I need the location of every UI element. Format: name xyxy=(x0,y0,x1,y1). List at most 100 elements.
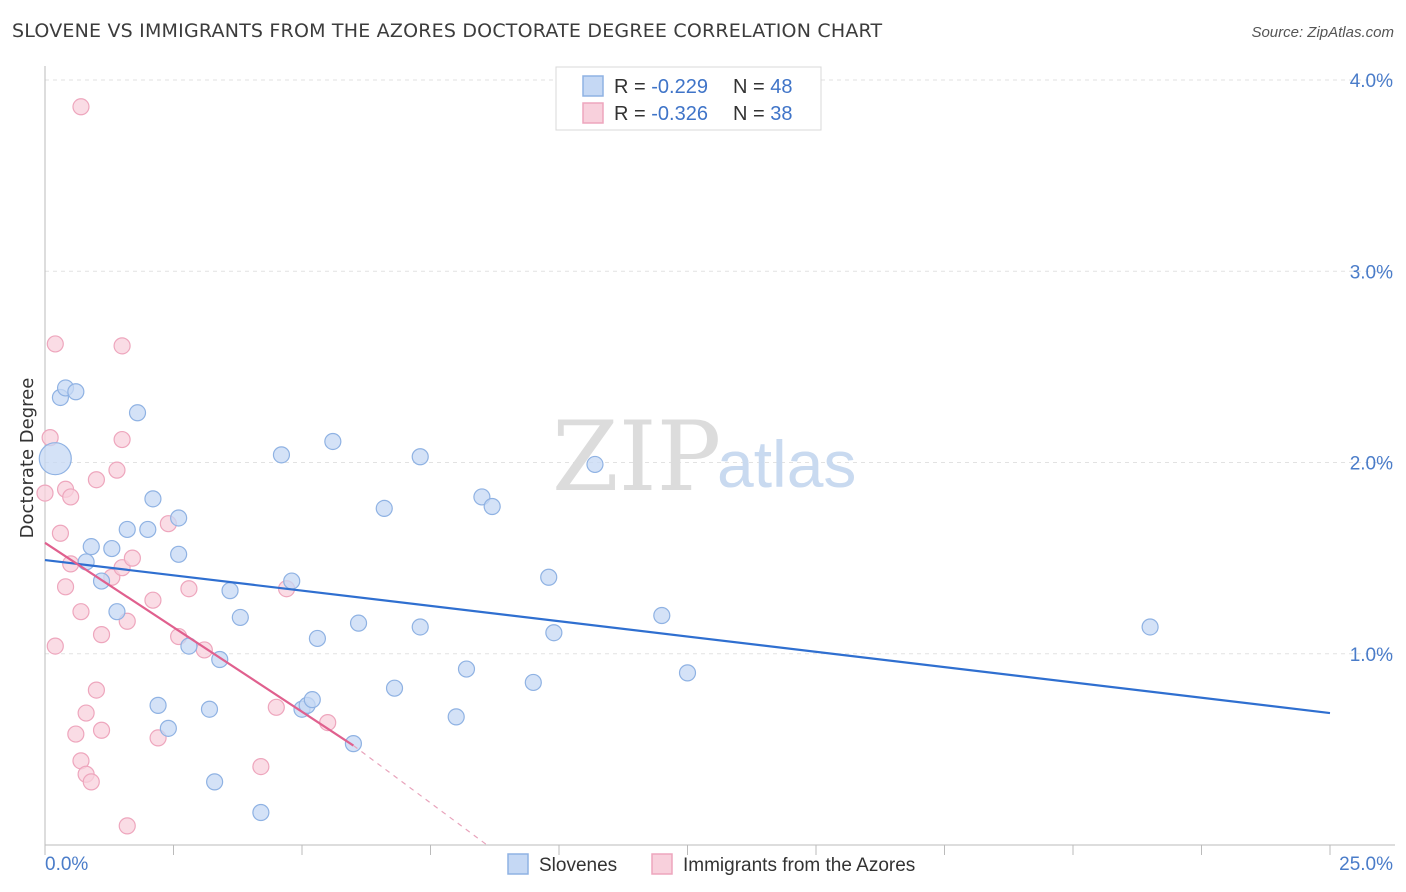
legend-r-label-2: R = xyxy=(614,103,651,125)
legend-label-azores: Immigrants from the Azores xyxy=(683,855,915,876)
slovenes-point xyxy=(252,803,270,822)
slovenes-point xyxy=(206,773,224,791)
legend-n-value-1: 48 xyxy=(770,76,792,98)
azores-point xyxy=(56,578,75,596)
legend-n-value-2: 38 xyxy=(770,103,792,125)
azores-points xyxy=(36,98,337,835)
slovenes-point xyxy=(540,568,558,586)
y-tick-label: 4.0% xyxy=(1350,71,1393,92)
slovenes-point xyxy=(272,446,291,464)
slovenes-point xyxy=(411,448,429,466)
azores-point xyxy=(144,591,162,609)
watermark: ZIP atlas xyxy=(552,401,856,513)
slovenes-point xyxy=(375,499,393,517)
legend-r-value-1: -0.229 xyxy=(651,76,708,98)
slovenes-point xyxy=(303,691,321,709)
slovenes-point xyxy=(447,708,465,726)
watermark-atlas: atlas xyxy=(717,427,856,501)
slovenes-point xyxy=(38,442,72,476)
slovenes-point xyxy=(159,719,177,737)
x-tick-label-max: 25.0% xyxy=(1339,854,1393,875)
azores-point xyxy=(77,704,95,722)
slovenes-point xyxy=(139,520,157,539)
slovenes-point xyxy=(545,624,563,642)
slovenes-point xyxy=(483,497,501,516)
azores-point xyxy=(92,721,111,739)
azores-point xyxy=(252,757,270,776)
azores-point xyxy=(36,484,54,502)
legend-r-value-2: -0.326 xyxy=(651,103,708,125)
azores-point xyxy=(113,337,131,355)
bottom-swatch-slovenes xyxy=(507,853,529,875)
slovenes-point xyxy=(118,520,136,539)
azores-point xyxy=(87,681,106,699)
azores-point xyxy=(118,817,136,835)
y-tick-label: 2.0% xyxy=(1350,454,1393,475)
correlation-legend: R = -0.229 N = 48 R = -0.326 N = 38 xyxy=(555,66,822,131)
slovenes-point xyxy=(349,614,368,632)
azores-point xyxy=(82,773,100,791)
slovenes-point xyxy=(524,673,542,692)
azores-point xyxy=(123,549,141,567)
x-tick-label-min: 0.0% xyxy=(45,854,88,875)
slovenes-point xyxy=(170,509,188,527)
slovenes-points xyxy=(38,379,1159,822)
y-tick-label: 1.0% xyxy=(1350,645,1393,666)
grid-layer: 1.0% 2.0% 3.0% 4.0% xyxy=(45,71,1395,666)
azores-trendline-extension xyxy=(353,745,488,846)
slovenes-point xyxy=(457,660,476,678)
slovenes-point xyxy=(67,383,85,401)
slovenes-point xyxy=(144,490,162,508)
slovenes-point xyxy=(128,404,147,422)
y-axis-label: Doctorate Degree xyxy=(17,378,38,539)
azores-point xyxy=(46,637,64,655)
azores-point xyxy=(108,461,126,479)
slovenes-point xyxy=(200,700,219,718)
legend-swatch-azores xyxy=(582,102,604,124)
series-legend: Slovenes Immigrants from the Azores xyxy=(507,853,915,876)
azores-point xyxy=(67,725,85,743)
svg-text:R = -0.229: R = -0.229 xyxy=(614,76,708,98)
slovenes-point xyxy=(221,582,239,600)
azores-point xyxy=(113,430,131,449)
legend-label-slovenes: Slovenes xyxy=(539,855,617,876)
azores-point xyxy=(87,471,106,489)
slovenes-point xyxy=(231,608,249,627)
slovenes-point xyxy=(324,432,342,451)
azores-trendline xyxy=(44,541,355,747)
legend-n-label-2: N = xyxy=(733,103,770,125)
slovenes-point xyxy=(678,664,697,682)
slovenes-point xyxy=(283,572,301,590)
svg-text:N = 48: N = 48 xyxy=(733,76,793,98)
azores-point xyxy=(51,524,70,542)
chart-title: SLOVENE VS IMMIGRANTS FROM THE AZORES DO… xyxy=(12,20,883,42)
slovenes-point xyxy=(103,539,121,558)
svg-text:N = 38: N = 38 xyxy=(733,103,793,125)
slovenes-point xyxy=(308,629,327,648)
slovenes-point xyxy=(586,455,604,474)
azores-point xyxy=(46,335,64,353)
slovenes-point xyxy=(149,696,167,714)
azores-point xyxy=(267,698,285,716)
slovenes-trendline xyxy=(44,558,1331,715)
source-credit: Source: ZipAtlas.com xyxy=(1251,24,1394,41)
slovenes-point xyxy=(77,553,95,571)
azores-point xyxy=(72,603,90,621)
slovenes-point xyxy=(108,603,126,621)
trend-layer xyxy=(44,541,1331,846)
bottom-swatch-azores xyxy=(651,853,673,875)
slovenes-point xyxy=(653,606,671,625)
slovenes-point xyxy=(1141,618,1159,636)
slovenes-point xyxy=(385,679,404,697)
azores-point xyxy=(92,626,111,644)
svg-text:R = -0.326: R = -0.326 xyxy=(614,103,708,125)
watermark-zip: ZIP xyxy=(552,401,721,513)
legend-n-label-1: N = xyxy=(733,76,770,98)
azores-point xyxy=(62,488,80,506)
y-tick-label: 3.0% xyxy=(1350,262,1393,283)
slovenes-point xyxy=(82,538,100,556)
legend-r-label-1: R = xyxy=(614,76,651,98)
azores-point xyxy=(72,98,90,116)
slovenes-point xyxy=(170,545,188,563)
